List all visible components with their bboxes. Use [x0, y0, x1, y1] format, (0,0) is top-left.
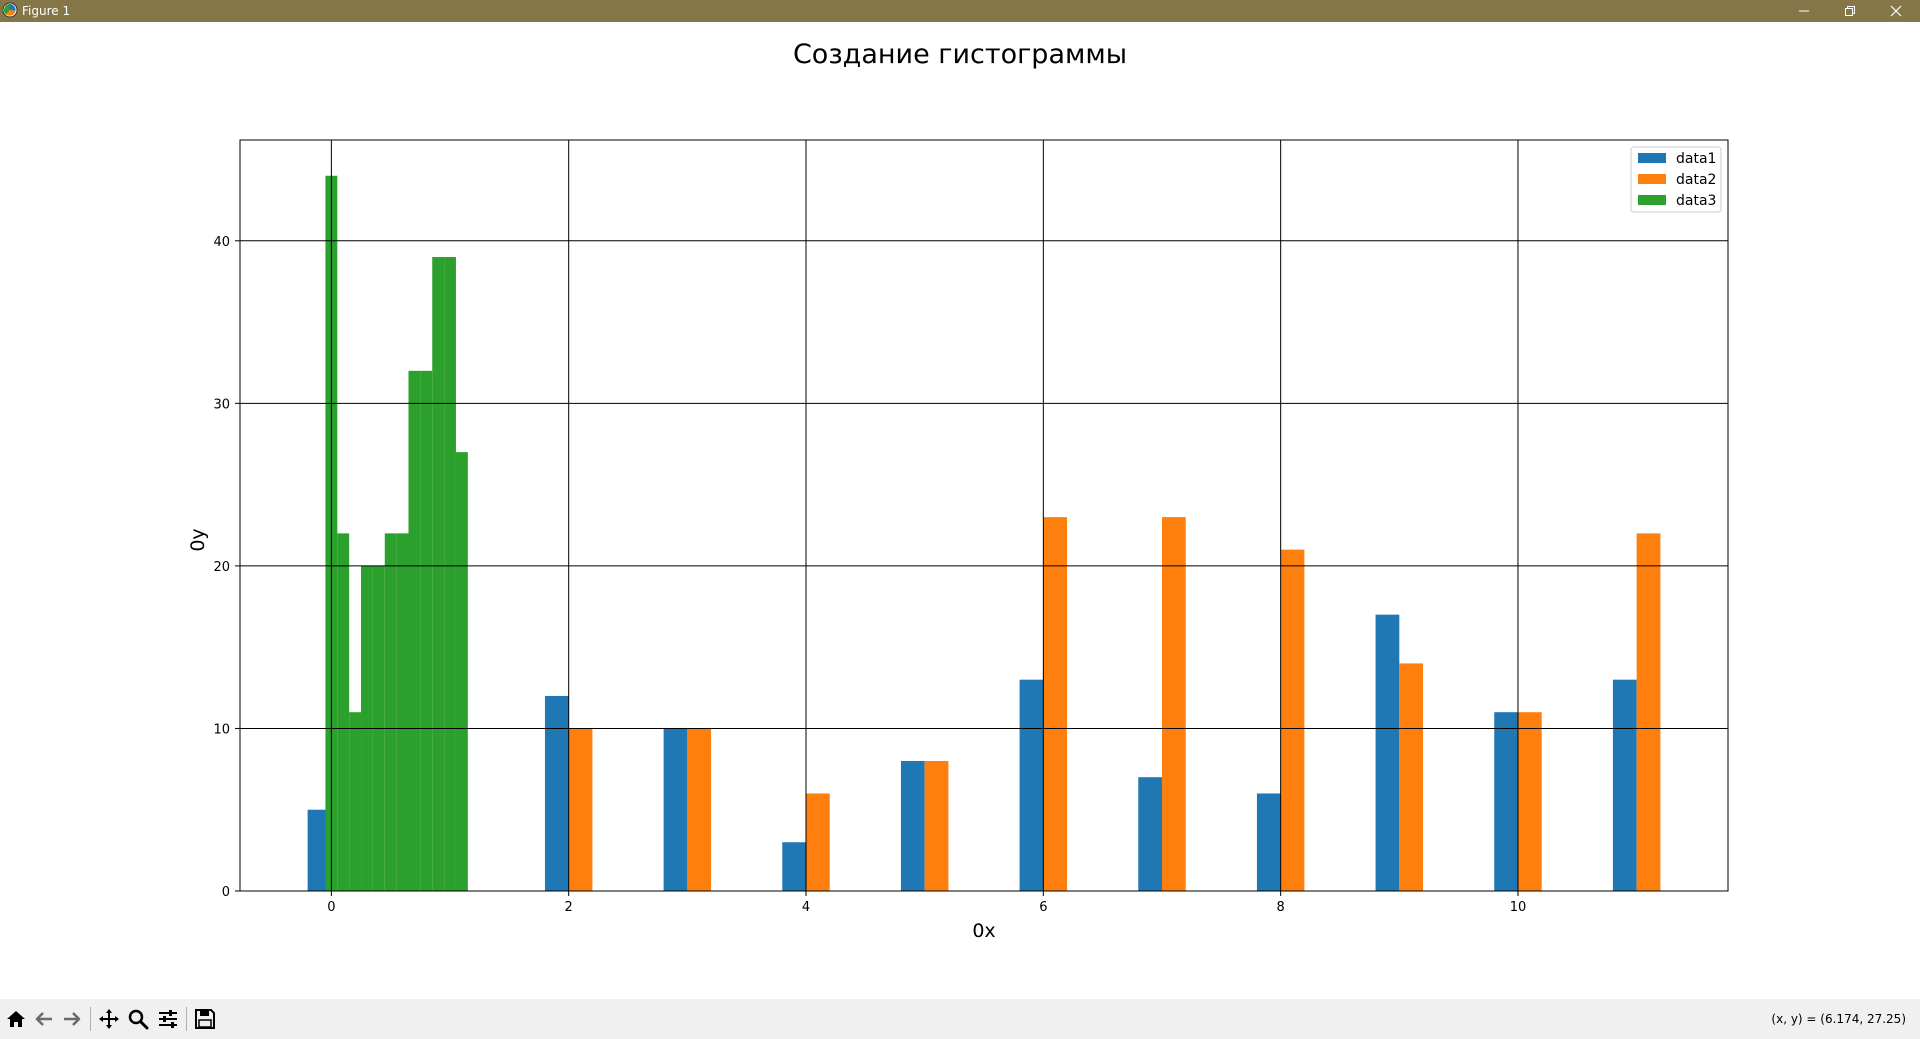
bar-data1	[1494, 712, 1518, 891]
pan-icon	[99, 1009, 119, 1029]
x-tick-label: 8	[1277, 900, 1285, 915]
bar-data3	[420, 370, 433, 891]
bars	[307, 175, 1661, 891]
toolbar-separator	[90, 1007, 91, 1031]
y-tick-label: 10	[213, 722, 230, 737]
axis-ticks: 0 2 4 6 8 10 0 10 20 30 40	[213, 235, 1526, 915]
bar-data1	[663, 728, 688, 891]
bar-data2	[924, 760, 949, 891]
x-tick-label: 10	[1510, 900, 1527, 915]
coordinate-readout: (x, y) = (6.174, 27.25)	[1771, 1012, 1906, 1026]
histogram-chart: Создание гистограммы 0 2 4 6 8 10 0 10 20 30 40 0x…	[187, 39, 1729, 942]
chart-title: Создание гистограммы	[793, 39, 1127, 70]
restore-button[interactable]	[1827, 0, 1873, 22]
legend: data1 data2 data3	[1630, 146, 1722, 213]
home-button[interactable]	[4, 1007, 28, 1031]
bar-data3	[455, 452, 468, 891]
close-button[interactable]	[1873, 0, 1919, 22]
title-bar: Figure 1	[0, 0, 1920, 22]
bar-data3	[408, 370, 421, 891]
grid-lines-overlay	[240, 140, 1728, 892]
legend-label-data1: data1	[1676, 151, 1716, 167]
restore-icon	[1845, 6, 1855, 16]
forward-button[interactable]	[60, 1007, 84, 1031]
bar-data2	[806, 793, 830, 891]
axes-frame	[239, 139, 1729, 892]
bar-data1	[544, 695, 569, 891]
bar-data2	[1161, 517, 1186, 891]
x-tick-label: 6	[1039, 900, 1047, 915]
bar-data3	[337, 533, 350, 891]
legend-swatch-data3	[1638, 195, 1666, 205]
zoom-icon	[128, 1009, 149, 1030]
back-icon	[35, 1012, 52, 1026]
y-tick-label: 20	[213, 560, 230, 575]
bar-data2	[1517, 712, 1542, 891]
configure-subplots-button[interactable]	[156, 1007, 180, 1031]
configure-subplots-icon	[159, 1010, 177, 1028]
legend-label-data3: data3	[1676, 193, 1716, 209]
x-axis-label: 0x	[972, 920, 995, 942]
x-tick-label: 2	[565, 900, 573, 915]
y-tick-label: 0	[222, 885, 230, 900]
bar-data2	[1043, 517, 1068, 891]
bar-data1	[1612, 679, 1637, 891]
bar-data1	[1138, 777, 1162, 891]
bar-data1	[1375, 614, 1400, 891]
bar-data1	[1019, 679, 1044, 891]
save-button[interactable]	[193, 1007, 217, 1031]
window-title: Figure 1	[22, 4, 71, 18]
bar-data3	[384, 533, 397, 891]
home-icon	[7, 1011, 25, 1027]
y-axis-label: 0y	[187, 528, 209, 551]
navigation-toolbar: (x, y) = (6.174, 27.25)	[0, 999, 1920, 1039]
x-tick-label: 4	[802, 900, 810, 915]
save-icon	[195, 1009, 215, 1029]
bar-data3	[444, 257, 456, 891]
bar-data1	[782, 842, 807, 891]
bar-data2	[1636, 533, 1661, 891]
bar-data3	[396, 533, 409, 891]
legend-swatch-data1	[1638, 153, 1666, 163]
bar-data2	[568, 728, 593, 891]
bar-data3	[349, 712, 362, 891]
figure-canvas[interactable]: Создание гистограммы 0 2 4 6 8 10 0 10 20 30 40 0x…	[0, 22, 1920, 999]
minimize-icon	[1799, 10, 1809, 12]
bar-data1	[900, 760, 925, 891]
forward-icon	[64, 1012, 81, 1026]
legend-label-data2: data2	[1676, 172, 1716, 188]
bar-data1	[1256, 793, 1281, 891]
x-tick-label: 0	[327, 900, 335, 915]
app-icon	[2, 2, 18, 18]
legend-swatch-data2	[1638, 174, 1666, 184]
minimize-button[interactable]	[1781, 0, 1827, 22]
close-icon	[1890, 5, 1902, 17]
bar-data2	[1280, 549, 1305, 891]
bar-data2	[687, 728, 712, 891]
toolbar-separator	[186, 1007, 187, 1031]
bar-data3	[432, 257, 445, 891]
pan-button[interactable]	[97, 1007, 121, 1031]
back-button[interactable]	[32, 1007, 56, 1031]
y-tick-label: 40	[213, 235, 230, 250]
zoom-button[interactable]	[126, 1007, 150, 1031]
y-tick-label: 30	[213, 397, 230, 412]
bar-data2	[1399, 663, 1424, 891]
